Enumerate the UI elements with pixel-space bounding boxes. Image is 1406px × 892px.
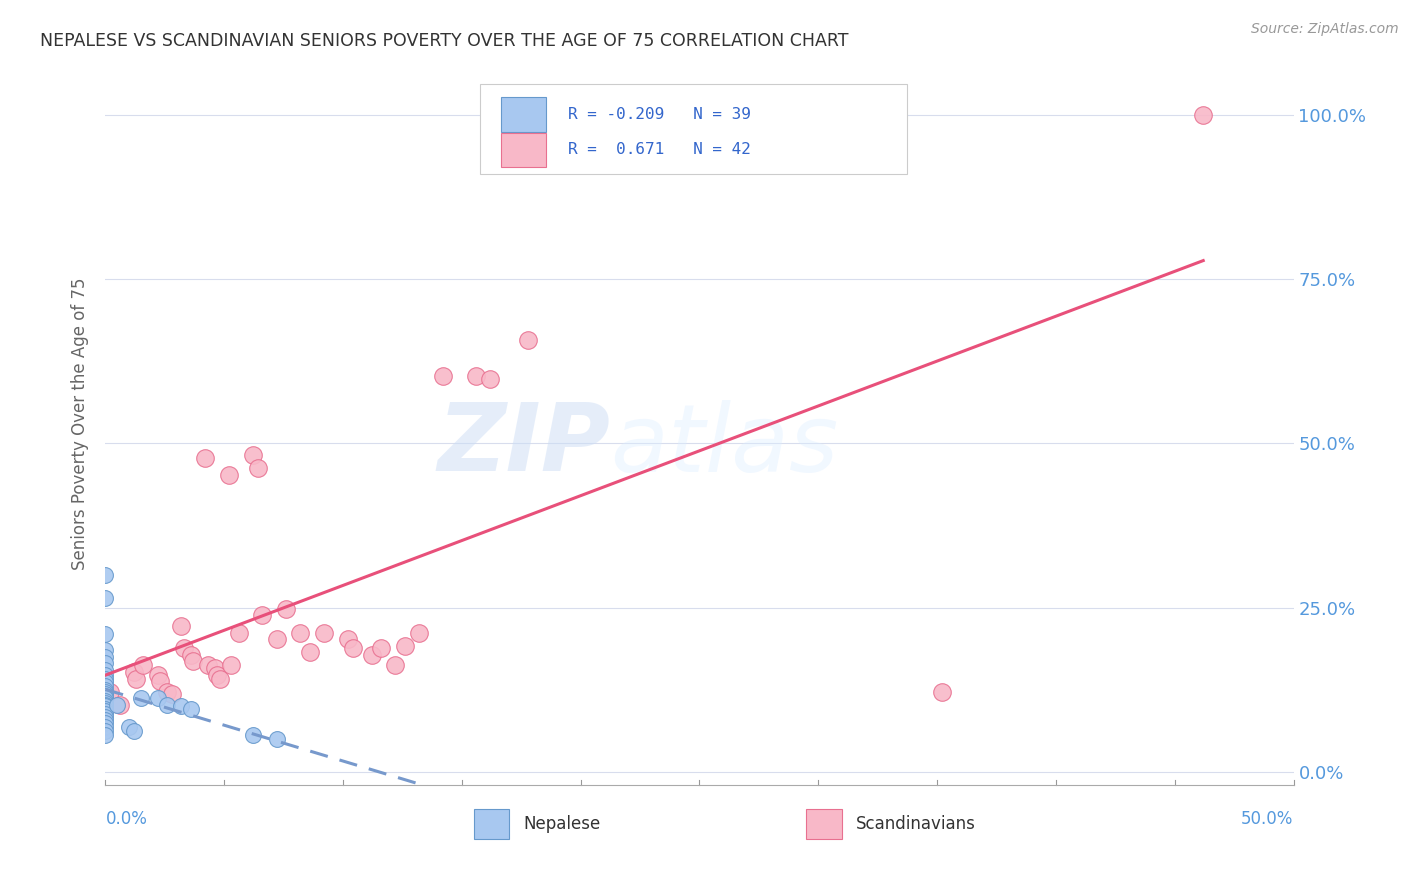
Point <box>108 698 131 712</box>
Point <box>384 658 406 673</box>
Point <box>94 657 117 671</box>
Point <box>1192 108 1215 122</box>
Y-axis label: Seniors Poverty Over the Age of 75: Seniors Poverty Over the Age of 75 <box>72 277 90 570</box>
Point <box>94 680 117 694</box>
Point <box>94 667 117 681</box>
Point <box>94 675 117 690</box>
Text: Scandinavians: Scandinavians <box>856 815 976 833</box>
Point <box>94 713 117 727</box>
Point <box>218 467 240 482</box>
Point <box>242 448 264 462</box>
Point <box>156 698 179 712</box>
Point <box>94 728 117 742</box>
Point <box>408 625 430 640</box>
Bar <box>501 133 546 167</box>
Point <box>370 641 392 656</box>
Point <box>94 663 117 677</box>
Text: R =  0.671   N = 42: R = 0.671 N = 42 <box>568 143 751 157</box>
Text: ZIP: ZIP <box>437 400 610 491</box>
Point <box>132 658 155 673</box>
Point <box>246 461 269 475</box>
Point <box>94 699 117 714</box>
Point <box>125 672 148 686</box>
Point <box>94 591 117 605</box>
Point <box>94 710 117 724</box>
Point <box>208 672 231 686</box>
Point <box>170 619 193 633</box>
Point <box>336 632 359 647</box>
Point <box>360 648 382 662</box>
Text: Source: ZipAtlas.com: Source: ZipAtlas.com <box>1251 22 1399 37</box>
Point <box>465 369 488 384</box>
Point <box>94 627 117 641</box>
Point <box>94 643 117 657</box>
Point <box>342 641 364 656</box>
Point <box>266 731 288 746</box>
Point <box>94 672 117 686</box>
Point <box>146 691 169 706</box>
Point <box>266 632 288 647</box>
Point <box>118 720 141 734</box>
Point <box>274 602 297 616</box>
Point <box>170 699 193 714</box>
Point <box>517 333 540 347</box>
Point <box>194 450 217 465</box>
Point <box>94 690 117 704</box>
Point <box>129 691 152 706</box>
Point <box>94 691 117 706</box>
Bar <box>474 809 509 839</box>
Point <box>94 716 117 731</box>
Point <box>204 661 226 675</box>
Point <box>394 639 416 653</box>
Point <box>173 641 195 656</box>
Point <box>94 705 117 719</box>
FancyBboxPatch shape <box>479 84 907 175</box>
Point <box>94 567 117 582</box>
Text: 50.0%: 50.0% <box>1241 810 1294 829</box>
Text: R = -0.209   N = 39: R = -0.209 N = 39 <box>568 107 751 122</box>
Point <box>94 683 117 698</box>
Point <box>105 698 128 712</box>
Bar <box>501 97 546 132</box>
Point <box>94 696 117 710</box>
Text: Nepalese: Nepalese <box>523 815 600 833</box>
Point <box>98 684 121 698</box>
Point <box>94 706 117 721</box>
Point <box>312 625 335 640</box>
Point <box>94 684 117 698</box>
Point <box>221 658 243 673</box>
Text: atlas: atlas <box>610 400 838 491</box>
Point <box>180 648 202 662</box>
Point <box>205 667 228 681</box>
Point <box>183 655 205 669</box>
Bar <box>807 809 842 839</box>
Point <box>94 698 117 712</box>
Point <box>160 687 183 701</box>
Point <box>931 684 953 698</box>
Text: NEPALESE VS SCANDINAVIAN SENIORS POVERTY OVER THE AGE OF 75 CORRELATION CHART: NEPALESE VS SCANDINAVIAN SENIORS POVERTY… <box>41 32 849 50</box>
Text: 0.0%: 0.0% <box>105 810 148 829</box>
Point <box>94 687 117 701</box>
Point <box>94 694 117 708</box>
Point <box>298 645 321 659</box>
Point <box>242 728 264 742</box>
Point <box>290 625 312 640</box>
Point <box>432 369 454 384</box>
Point <box>180 702 202 716</box>
Point <box>197 658 219 673</box>
Point <box>94 649 117 664</box>
Point <box>479 372 502 386</box>
Point <box>94 720 117 734</box>
Point <box>146 667 169 681</box>
Point <box>94 702 117 716</box>
Point <box>156 684 179 698</box>
Point <box>228 625 250 640</box>
Point <box>122 724 145 739</box>
Point <box>149 674 172 689</box>
Point <box>94 724 117 739</box>
Point <box>122 665 145 679</box>
Point <box>252 608 274 623</box>
